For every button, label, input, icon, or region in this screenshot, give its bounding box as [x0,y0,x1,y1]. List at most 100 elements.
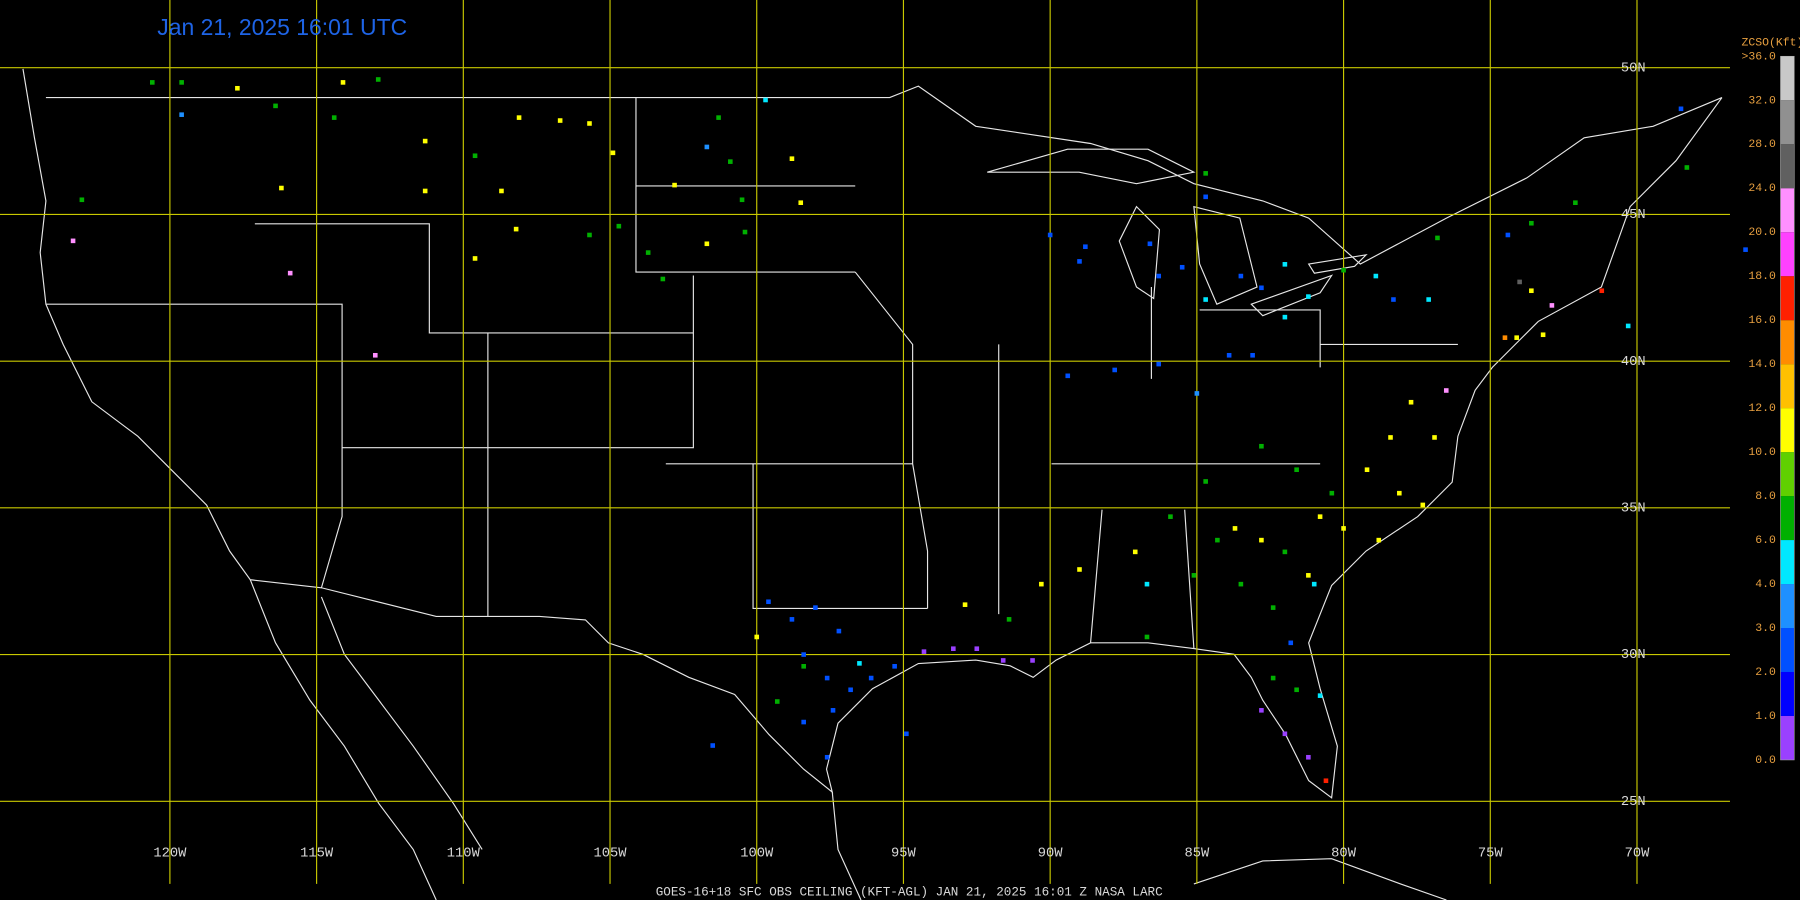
station-obs [704,144,710,150]
station-obs [824,675,830,681]
station-obs [704,241,710,247]
station-obs [1311,581,1317,587]
station-obs [1270,675,1276,681]
station-obs [422,138,428,144]
station-obs [372,352,378,358]
station-obs [1282,549,1288,555]
latitude-label: 35N [1621,501,1646,516]
station-obs [79,197,85,203]
station-obs [716,115,721,120]
legend-swatch [1780,232,1795,277]
legend-label: 6.0 [1755,534,1776,547]
legend-label: 0.0 [1755,754,1776,767]
legend-label: 1.0 [1755,710,1776,723]
legend-swatch [1780,56,1795,101]
station-obs [1168,514,1173,519]
station-obs [1203,194,1208,200]
cuba-coast [1193,858,1447,900]
legend-label: 8.0 [1755,490,1776,503]
latitude-label: 45N [1621,208,1646,223]
station-obs [1077,567,1082,572]
latitude-label: 25N [1621,795,1646,810]
station-obs [1502,335,1508,340]
station-obs [1203,171,1208,176]
station-obs [1397,490,1402,496]
station-obs [1391,297,1396,302]
station-obs [789,617,795,622]
station-obs [1678,106,1684,112]
legend-swatch [1780,364,1795,409]
station-obs [1259,285,1264,291]
station-obs [824,754,830,760]
station-obs [1435,235,1440,241]
station-obs [1259,443,1264,449]
station-obs [1388,435,1393,440]
legend-label: 16.0 [1748,314,1776,327]
state-lines [45,97,1458,649]
station-obs [1341,526,1346,531]
station-obs [1599,288,1605,294]
station-obs [1517,279,1522,285]
station-obs [813,605,818,610]
station-obs [1317,693,1323,698]
longitude-label: 85W [1184,847,1210,862]
station-obs [754,634,760,640]
longitude-label: 90W [1038,847,1064,862]
station-obs [974,646,980,651]
station-obs [1144,581,1150,587]
station-obs [1684,165,1690,170]
legend-swatch [1780,408,1795,453]
legend-title: ZCSO(Kft) [1741,37,1800,50]
station-obs [1306,294,1311,299]
legend-swatch [1780,584,1795,629]
station-obs [1238,581,1244,587]
station-obs [836,628,842,634]
station-obs [340,80,346,85]
legend-swatch [1780,715,1795,760]
station-obs [1000,658,1006,663]
station-obs [1179,264,1185,270]
station-obs [1203,479,1208,484]
station-obs [1323,778,1329,784]
station-obs [1259,708,1264,713]
latitude-label: 30N [1621,648,1646,663]
station-obs [331,115,337,120]
station-obs [1288,640,1294,646]
stations [70,77,1748,784]
station-obs [1573,200,1578,205]
station-obs [1306,754,1311,760]
station-obs [1432,435,1437,440]
station-obs [1329,490,1335,496]
station-obs [774,699,780,704]
legend-label: 18.0 [1748,270,1776,283]
station-obs [1077,259,1082,264]
station-obs [1039,581,1044,587]
station-obs [1376,537,1382,543]
station-obs [616,223,622,229]
station-obs [287,270,293,276]
station-obs [1203,297,1208,302]
longitude-label: 115W [300,847,334,862]
longitude-label: 120W [153,847,187,862]
station-obs [1191,573,1197,578]
station-obs [848,687,853,693]
station-obs [1238,273,1244,279]
longitude-label: 80W [1331,847,1357,862]
station-obs [921,649,927,654]
station-obs [1625,323,1631,329]
station-obs [179,112,184,117]
station-obs [1294,467,1299,473]
latitude-label: 50N [1621,61,1646,76]
station-obs [1549,303,1555,308]
station-obs [1270,605,1276,610]
legend-swatch [1780,100,1795,145]
station-obs [660,276,666,282]
station-obs [1282,731,1288,737]
legend-label: 14.0 [1748,358,1776,371]
legend-swatch [1780,671,1795,716]
station-obs [801,652,806,657]
station-obs [962,602,968,607]
legend-label: 32.0 [1748,94,1776,107]
station-obs [1294,687,1299,693]
